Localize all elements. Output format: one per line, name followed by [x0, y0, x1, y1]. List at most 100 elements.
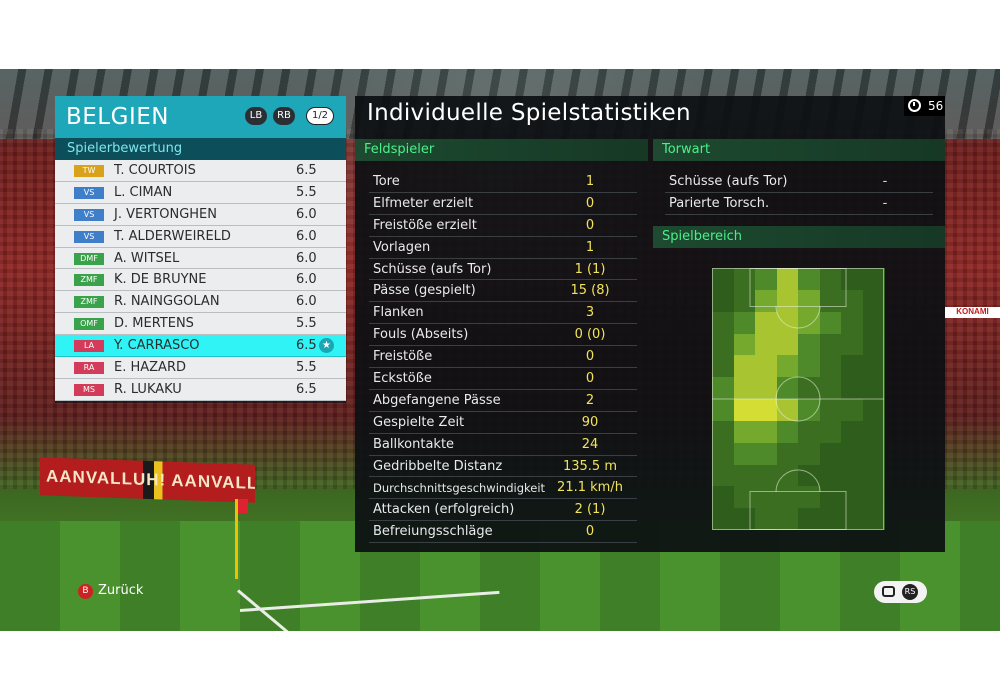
stat-label: Pässe (gespielt) — [373, 283, 476, 299]
stat-row: Attacken (erfolgreich) 2 (1) — [369, 499, 637, 522]
heatmap-cell — [755, 442, 777, 465]
player-row[interactable]: RA E. HAZARD 5.5 — [55, 357, 346, 379]
corner-flag — [235, 499, 248, 579]
heatmap-cell — [819, 464, 842, 487]
rb-button[interactable]: RB — [273, 107, 295, 125]
heatmap-cell — [841, 399, 863, 422]
fan-banner: AANVALLUH! AANVALLUH! — [40, 457, 255, 503]
player-row[interactable]: OMF D. MERTENS 5.5 — [55, 313, 346, 336]
stat-label: Durchschnittsgeschwindigkeit — [373, 481, 546, 496]
player-name: Y. CARRASCO — [114, 338, 200, 354]
back-button[interactable]: B Zurück — [78, 583, 143, 599]
stat-row: Schüsse (aufs Tor) - — [665, 171, 933, 193]
stats-title: Individuelle Spielstatistiken — [367, 100, 691, 126]
heatmap-cell — [798, 333, 820, 356]
goalkeeper-header: Torwart — [653, 139, 945, 161]
stat-label: Fouls (Abseits) — [373, 327, 469, 343]
stat-value: - — [882, 195, 888, 211]
page-indicator: 1/2 — [306, 107, 334, 125]
stat-label: Parierte Torsch. — [669, 195, 770, 211]
back-label: Zurück — [98, 583, 144, 598]
stat-row: Durchschnittsgeschwindigkeit 21.1 km/h — [369, 477, 637, 500]
position-badge: LA — [74, 340, 104, 353]
player-row[interactable]: LA Y. CARRASCO 6.5 ★ — [55, 335, 346, 358]
chat-rs-hint[interactable]: RS — [874, 581, 927, 603]
player-rating: 6.0 — [296, 206, 317, 222]
stat-row: Gespielte Zeit 90 — [369, 412, 637, 434]
heatmap-cell — [776, 311, 799, 334]
stat-label: Gespielte Zeit — [373, 414, 465, 430]
heatmap-cell — [798, 311, 820, 334]
stat-row: Vorlagen 1 — [369, 237, 637, 259]
heatmap-cell — [712, 333, 734, 356]
player-rating: 6.0 — [296, 294, 317, 310]
clock-icon — [908, 99, 921, 112]
heatmap-cell — [819, 508, 842, 531]
heatmap-cell — [862, 289, 885, 313]
player-rating: 6.0 — [296, 228, 317, 244]
heatmap-cell — [712, 377, 734, 400]
player-row[interactable]: VS J. VERTONGHEN 6.0 — [55, 203, 346, 226]
heatmap-cell — [841, 464, 863, 487]
heatmap-cell — [862, 420, 885, 444]
chat-icon — [882, 586, 895, 597]
heatmap-cell — [862, 355, 885, 378]
heatmap-cell — [819, 377, 842, 400]
player-row[interactable]: VS L. CIMAN 5.5 — [55, 181, 346, 204]
heatmap-cell — [755, 464, 777, 487]
heatmap-cell — [776, 355, 799, 378]
stat-value: - — [882, 174, 888, 189]
stat-value: 0 — [585, 349, 595, 365]
stat-row: Pässe (gespielt) 15 (8) — [369, 280, 637, 303]
goalkeeper-stats-table: Schüsse (aufs Tor) - Parierte Torsch. - — [665, 171, 933, 215]
player-rating: 5.5 — [296, 316, 317, 332]
stat-row: Freistöße erzielt 0 — [369, 215, 637, 237]
heatmap-cell — [712, 508, 734, 531]
stat-value: 0 — [585, 524, 595, 540]
stat-value: 135.5 m — [562, 458, 617, 474]
stat-value: 15 (8) — [570, 283, 610, 299]
player-row[interactable]: ZMF R. NAINGGOLAN 6.0 — [55, 291, 346, 314]
heatmap-cell — [733, 399, 756, 422]
player-row[interactable]: VS T. ALDERWEIRELD 6.0 — [55, 225, 346, 248]
player-row[interactable]: MS R. LUKAKU 6.5 — [55, 378, 346, 401]
player-rating: 5.5 — [296, 360, 317, 376]
heatmap-cell — [819, 333, 842, 356]
stat-row: Abgefangene Pässe 2 — [369, 390, 637, 412]
heatmap-cell — [755, 420, 777, 444]
heatmap-cell — [755, 377, 777, 400]
heatmap-cell — [862, 486, 885, 509]
stat-row: Fouls (Abseits) 0 (0) — [369, 324, 637, 347]
heatmap-cell — [776, 508, 799, 531]
player-row[interactable]: DMF A. WITSEL 6.0 — [55, 247, 346, 270]
player-row[interactable]: ZMF K. DE BRUYNE 6.0 — [55, 269, 346, 292]
stat-value: 0 (0) — [574, 327, 606, 343]
stat-label: Schüsse (aufs Tor) — [373, 261, 492, 277]
stat-label: Vorlagen — [373, 239, 431, 255]
position-badge: ZMF — [74, 274, 104, 287]
heatmap-cell — [798, 399, 820, 422]
game-screen: AANVALLUH! AANVALLUH! KONAMI BELGIEN LB … — [0, 69, 1000, 631]
stat-label: Schüsse (aufs Tor) — [669, 174, 788, 189]
stat-value: 90 — [581, 414, 599, 430]
heatmap-cell — [862, 377, 885, 400]
heatmap-cell — [862, 268, 885, 291]
heatmap-cell — [862, 333, 885, 356]
heatmap-cell — [712, 486, 734, 509]
heatmap-cell — [733, 442, 756, 465]
stat-value: 1 (1) — [574, 261, 606, 277]
player-row[interactable]: TW T. COURTOIS 6.5 — [55, 160, 346, 182]
position-badge: RA — [74, 362, 104, 375]
heatmap-cell — [798, 355, 820, 378]
lb-button[interactable]: LB — [245, 107, 267, 125]
ad-board: KONAMI — [945, 307, 1000, 318]
player-rating: 6.0 — [296, 250, 317, 266]
stat-value: 21.1 km/h — [557, 480, 623, 496]
heatmap-cell — [798, 442, 820, 465]
stat-row: Elfmeter erzielt 0 — [369, 193, 637, 215]
stat-value: 0 — [585, 371, 595, 387]
player-name: K. DE BRUYNE — [114, 272, 207, 288]
player-name: D. MERTENS — [114, 316, 194, 332]
heatmap-cell — [819, 420, 842, 444]
position-badge: VS — [74, 208, 104, 221]
